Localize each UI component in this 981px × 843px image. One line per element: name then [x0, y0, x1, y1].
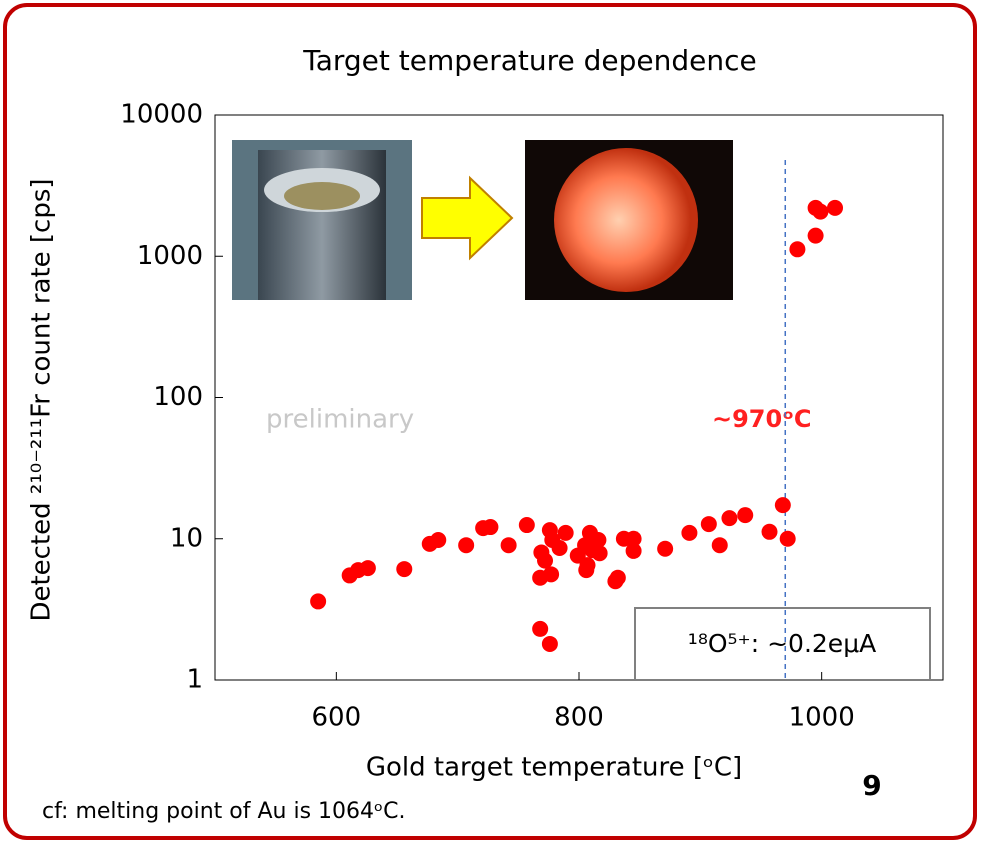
- y-tick-label: 1: [186, 665, 203, 695]
- data-point: [501, 537, 517, 553]
- vline-label: ~970ᵒC: [712, 405, 812, 433]
- data-point: [592, 545, 608, 561]
- data-point: [780, 531, 796, 547]
- data-point: [712, 537, 728, 553]
- data-point: [396, 561, 412, 577]
- data-point: [761, 524, 777, 540]
- y-axis-label: Detected ²¹⁰⁻²¹¹Fr count rate [cps]: [27, 178, 57, 621]
- data-point: [808, 228, 824, 244]
- beam-label: ¹⁸O⁵⁺: ~0.2eμA: [688, 629, 876, 658]
- data-point: [532, 621, 548, 637]
- y-tick-label: 100: [153, 382, 203, 412]
- footnote: cf: melting point of Au is 1064ᵒC.: [42, 799, 405, 824]
- data-point: [578, 562, 594, 578]
- data-point: [701, 516, 717, 532]
- data-point: [458, 537, 474, 553]
- data-point: [360, 560, 376, 576]
- data-point: [721, 510, 737, 526]
- data-point: [543, 566, 559, 582]
- data-point: [812, 204, 828, 220]
- chart-title: Target temperature dependence: [302, 44, 757, 77]
- data-point: [537, 553, 553, 569]
- slide: Target temperature dependence Detected ²…: [0, 0, 981, 843]
- y-tick-label: 10: [170, 523, 203, 553]
- data-point: [775, 497, 791, 513]
- x-axis-label: Gold target temperature [ᵒC]: [366, 753, 742, 783]
- data-point: [558, 525, 574, 541]
- data-point: [626, 543, 642, 559]
- photo-hot: [525, 140, 733, 300]
- slide-number: 9: [862, 769, 881, 802]
- data-point: [430, 532, 446, 548]
- data-point: [737, 507, 753, 523]
- data-point: [827, 200, 843, 216]
- data-point: [657, 541, 673, 557]
- data-point: [607, 573, 623, 589]
- data-point: [542, 636, 558, 652]
- photo-cold: [232, 140, 412, 300]
- data-point: [519, 517, 535, 533]
- watermark: preliminary: [266, 405, 414, 435]
- x-tick-label: 600: [312, 703, 362, 733]
- data-point: [482, 519, 498, 535]
- y-tick-label: 10000: [120, 100, 203, 130]
- x-tick-label: 800: [554, 703, 604, 733]
- data-point: [552, 540, 568, 556]
- x-tick-label: 1000: [789, 703, 855, 733]
- data-point: [310, 593, 326, 609]
- data-point: [681, 525, 697, 541]
- data-point: [789, 241, 805, 257]
- y-tick-label: 1000: [137, 241, 203, 271]
